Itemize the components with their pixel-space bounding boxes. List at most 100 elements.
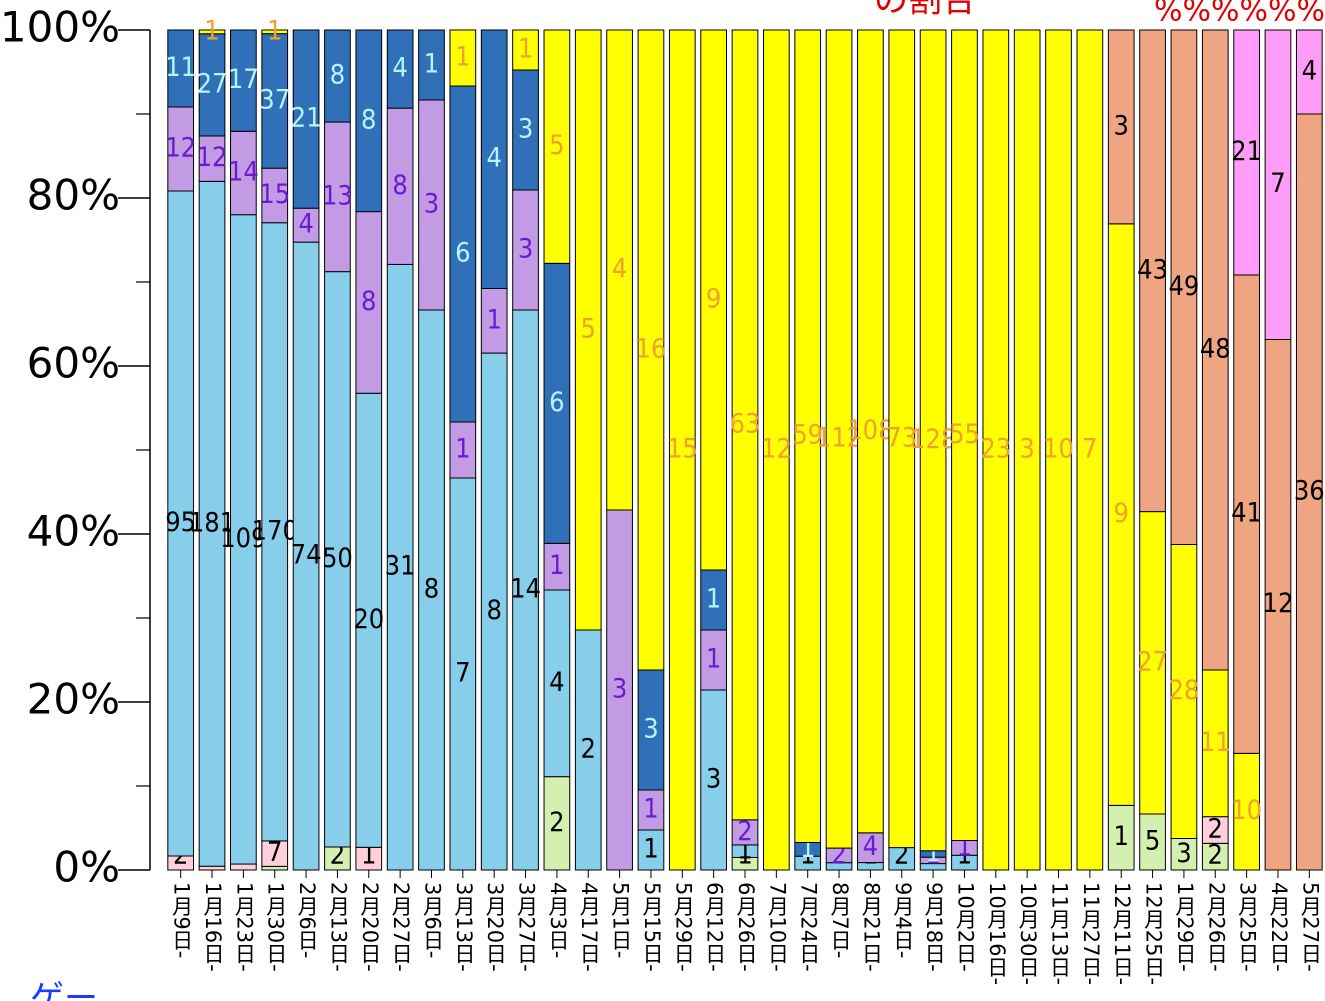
segment-label: 10 (1043, 434, 1074, 465)
segment-label: 27 (197, 68, 228, 99)
bar-segment (324, 271, 351, 848)
segment-label: 3 (612, 674, 627, 705)
x-tick-label: 9月18日- (922, 882, 946, 972)
segment-label: 8 (392, 170, 407, 201)
bar-segment (1233, 274, 1260, 754)
top-note: の割合 (874, 0, 976, 21)
segment-label: 11 (1200, 727, 1231, 758)
segment-label: 49 (1168, 271, 1199, 302)
bar-segment (543, 29, 571, 264)
x-tick-label: 2月13日- (326, 882, 350, 972)
segment-label: 20 (353, 604, 384, 635)
segment-label: 2 (1208, 814, 1223, 845)
x-tick-label: 10月16日- (985, 882, 1009, 985)
segment-label: 8 (330, 60, 345, 91)
segment-label: 5 (581, 314, 596, 345)
segment-label: 7 (455, 658, 470, 689)
segment-label: 15 (667, 434, 698, 465)
y-tick-label: 80% (27, 171, 120, 220)
segment-label: 3 (1113, 110, 1128, 141)
bar-segment (292, 29, 320, 209)
bar-segment (198, 135, 226, 182)
x-tick-label: 10月30日- (1016, 882, 1040, 985)
segment-label: 7 (1270, 168, 1285, 199)
segment-label: 3 (518, 234, 533, 265)
bar-segment (637, 29, 665, 671)
x-tick-label: 11月27日- (1079, 882, 1103, 985)
segment-label: 13 (322, 180, 353, 211)
x-tick-label: 3月20日- (483, 882, 507, 972)
bar-segment (198, 33, 226, 137)
segment-label: 9 (1113, 498, 1128, 529)
x-tick-label: 3月27日- (515, 882, 539, 972)
bar-segment (857, 29, 884, 834)
x-tick-label: 5月1日- (609, 882, 633, 958)
bar-segment (762, 29, 790, 871)
bar-segment (261, 33, 289, 169)
segment-label: 181 (189, 507, 235, 538)
bar-segment (1264, 338, 1292, 871)
segment-label: 1 (267, 15, 282, 46)
bar-segment (1295, 29, 1323, 115)
bar-segment (888, 29, 916, 849)
x-tick-label: 4月22日- (1267, 882, 1291, 972)
bar-segment (512, 189, 539, 311)
bar-segment (1201, 816, 1229, 844)
x-tick-label: 8月21日- (859, 882, 883, 972)
bar-segment (355, 29, 383, 213)
bar-segment (1013, 29, 1041, 871)
bar-segment (230, 214, 257, 865)
segment-label: 12 (1263, 588, 1294, 619)
x-tick-label: 9月4日- (891, 882, 915, 958)
segment-label: 95 (165, 507, 196, 538)
segment-label: 50 (322, 543, 353, 574)
bar-segment (480, 287, 508, 354)
bar-segment (449, 85, 477, 423)
bar-segment (292, 207, 320, 243)
segment-label: 4 (1302, 56, 1317, 87)
segment-label: 1 (1113, 821, 1128, 852)
bar-segment (982, 29, 1010, 871)
x-tick-label: 5月15日- (640, 882, 664, 972)
segment-label: 4 (486, 143, 501, 174)
x-tick-label: 1月23日- (232, 882, 256, 972)
segment-label: 37 (259, 84, 290, 115)
segment-label: 10 (1231, 795, 1262, 826)
bar-segment (637, 829, 665, 871)
segment-label: 21 (291, 103, 322, 134)
bar-segment (1170, 544, 1198, 839)
segment-label: 108 (847, 415, 893, 446)
segment-label: 12 (761, 434, 792, 465)
segment-label: 1 (455, 42, 470, 73)
segment-label: 6 (455, 238, 470, 269)
bar-segment (825, 29, 853, 849)
x-tick-label: 3月13日- (452, 882, 476, 972)
x-tick-label: 2月26日- (1204, 882, 1228, 972)
x-tick-label: 4月17日- (577, 882, 601, 972)
bar-segment (512, 69, 539, 191)
bar-segment (731, 29, 759, 821)
bar-segment (1201, 842, 1229, 871)
x-tick-label: 5月29日- (671, 882, 695, 972)
segment-label: 1 (424, 49, 439, 80)
segment-label: 112 (816, 423, 862, 454)
segment-label: 1 (455, 434, 470, 465)
bar-segment (512, 29, 539, 71)
segment-label: 14 (228, 156, 259, 187)
bar-segment (919, 29, 947, 852)
x-tick-label: 3月6日- (420, 882, 444, 958)
y-tick-label: 100% (0, 3, 120, 52)
segment-label: 1 (706, 644, 721, 675)
bar-segment (1139, 29, 1166, 513)
segment-label: 73 (886, 422, 917, 453)
y-tick-label: 40% (27, 507, 120, 556)
bar-segment (1264, 29, 1292, 340)
segment-label: 28 (1168, 675, 1199, 706)
x-tick-label: 2月27日- (389, 882, 413, 972)
segment-label: 31 (385, 551, 416, 582)
bar-segment (700, 29, 728, 571)
bar-segment (167, 29, 195, 108)
bar-segment (543, 262, 571, 544)
x-tick-label: 2月20日- (358, 882, 382, 972)
